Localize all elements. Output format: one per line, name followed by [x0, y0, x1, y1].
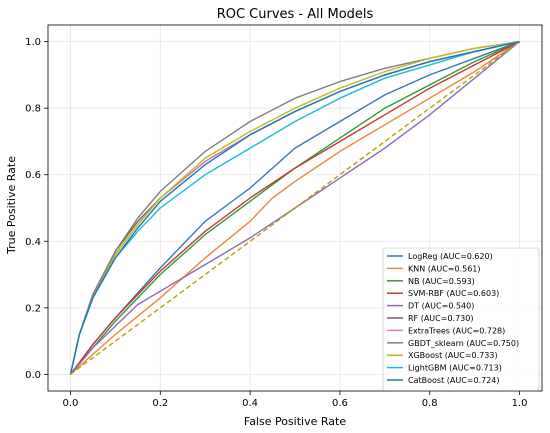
- y-tick-label: 0.8: [25, 104, 41, 115]
- legend: LogReg (AUC=0.620) KNN (AUC=0.561) NB (AUC…: [382, 247, 540, 391]
- legend-label: ExtraTrees (AUC=0.728): [408, 326, 505, 335]
- legend-box: [382, 247, 540, 391]
- y-tick-label: 1.0: [25, 37, 41, 48]
- legend-label: LogReg (AUC=0.620): [408, 252, 493, 261]
- legend-label: XGBoost (AUC=0.733): [408, 351, 498, 360]
- legend-label: LightGBM (AUC=0.713): [408, 364, 502, 373]
- legend-label: KNN (AUC=0.561): [408, 264, 481, 273]
- legend-label: NB (AUC=0.593): [408, 277, 475, 286]
- x-tick-label: 0.0: [63, 398, 79, 409]
- y-axis-ticks: 0.0 0.2 0.4 0.6 0.8 1.0: [25, 37, 48, 381]
- x-tick-label: 1.0: [512, 398, 528, 409]
- legend-label: SVM-RBF (AUC=0.603): [408, 289, 499, 298]
- x-tick-label: 0.8: [422, 398, 438, 409]
- y-axis-label: True Positive Rate: [5, 156, 18, 255]
- series-layer: [69, 40, 520, 375]
- legend-label: RF (AUC=0.730): [408, 314, 473, 323]
- x-axis-label: False Positive Rate: [244, 415, 346, 428]
- x-tick-label: 0.4: [242, 398, 258, 409]
- y-tick-label: 0.4: [25, 237, 41, 248]
- y-tick-label: 0.0: [25, 370, 41, 381]
- chart-title: ROC Curves - All Models: [217, 7, 374, 22]
- roc-curve-3: [69, 40, 520, 375]
- y-tick-label: 0.6: [25, 170, 41, 181]
- legend-label: GBDT_sklearn (AUC=0.750): [408, 339, 519, 348]
- grid: [48, 25, 542, 391]
- y-tick-label: 0.2: [25, 303, 41, 314]
- roc-curve-2: [69, 40, 520, 375]
- roc-curve-1: [70, 41, 520, 375]
- roc-curve-4: [69, 41, 520, 375]
- legend-label: CatBoost (AUC=0.724): [408, 376, 500, 385]
- roc-curve-10: [69, 40, 520, 375]
- chance-diagonal: [70, 41, 520, 375]
- x-tick-label: 0.6: [332, 398, 348, 409]
- plot-frame: [47, 24, 543, 392]
- legend-label: DT (AUC=0.540): [408, 302, 474, 311]
- x-axis-ticks: 0.0 0.2 0.4 0.6 0.8 1.0: [63, 391, 528, 409]
- x-tick-label: 0.2: [152, 398, 168, 409]
